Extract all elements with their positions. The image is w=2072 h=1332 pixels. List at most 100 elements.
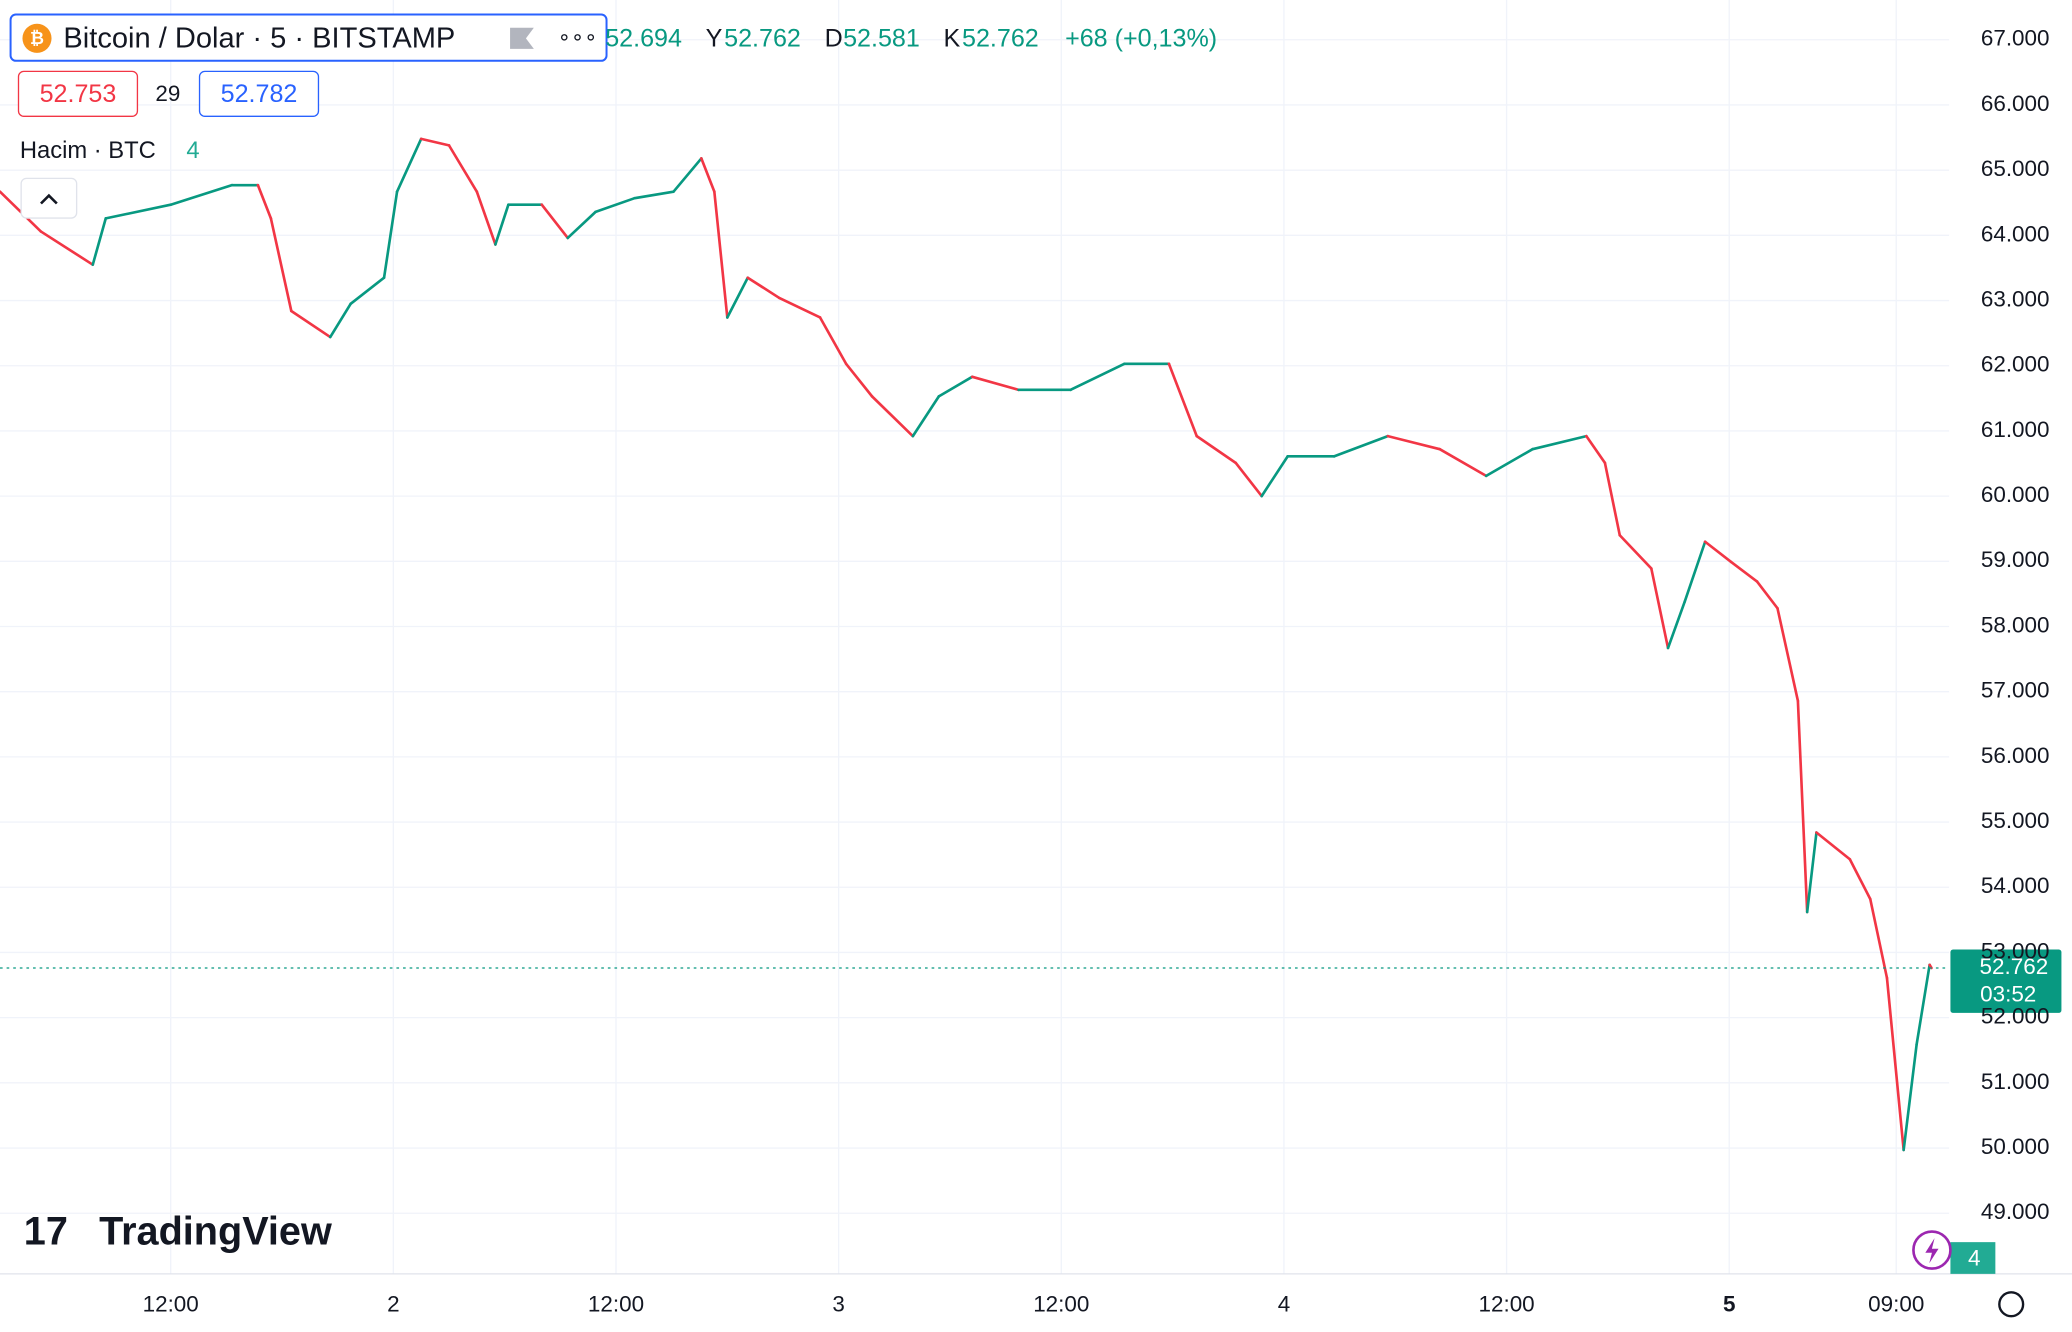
ask-box[interactable] (198, 70, 320, 117)
price-segment (1902, 1043, 1918, 1152)
price-segment (1683, 540, 1707, 604)
tags: 52.762 03:52 (0, 949, 2062, 1013)
y-tick-label: 59.000 (1981, 547, 2050, 572)
price-segment (713, 190, 729, 319)
price-segment (169, 183, 234, 207)
price-segment (1868, 897, 1889, 980)
x-tick-label: 4 (1278, 1292, 1291, 1317)
x-tick-label: 12:00 (143, 1292, 199, 1317)
countdown: 03:52 (1980, 982, 2036, 1007)
price-segment (1815, 831, 1852, 861)
y-tick-label: 58.000 (1981, 612, 2050, 637)
price-segment (0, 190, 43, 233)
price-segment (1438, 447, 1488, 478)
price-segment (937, 375, 974, 398)
price-segment (911, 395, 941, 438)
y-tick-label: 66.000 (1981, 91, 2050, 116)
price-segment (725, 276, 750, 319)
price-segment (1167, 362, 1199, 438)
y-tick-label: 60.000 (1981, 482, 2050, 507)
symbol-title[interactable]: Bitcoin / Dolar · 5 · BITSTAMP (63, 22, 455, 54)
price-segment (269, 217, 293, 313)
y-tick-label: 61.000 (1981, 417, 2050, 442)
price-segment (818, 316, 848, 366)
x-tick-label: 12:00 (1033, 1292, 1089, 1317)
x-tick-label: 3 (832, 1292, 845, 1317)
spread: 29 (155, 81, 180, 106)
last-price-label: 52.762 (1980, 954, 2049, 979)
ohlc-value: 52.762 (724, 24, 801, 52)
y-tick-label: 63.000 (1981, 286, 2050, 311)
price-segment (382, 190, 399, 280)
y-tick-label: 53.000 (1981, 938, 2050, 963)
y-tick-label: 62.000 (1981, 352, 2050, 377)
flag-icon[interactable] (510, 27, 534, 49)
price-segment (1332, 434, 1390, 458)
price-segment (1776, 606, 1800, 703)
price-segment (1234, 461, 1263, 498)
btc-icon-glyph: ₿ (30, 28, 44, 48)
change: +68 (+0,13%) (1065, 24, 1217, 52)
ohlc-label: K (944, 24, 961, 52)
y-tick-label: 54.000 (1981, 873, 2050, 898)
y-tick-label: 51.000 (1981, 1069, 2050, 1094)
settings-button[interactable] (1998, 1291, 2025, 1318)
bid-box[interactable] (17, 70, 139, 117)
collapse-button[interactable] (20, 177, 78, 219)
ohlc-label: Y (706, 24, 723, 52)
volume-tag: 4 (1968, 1245, 1981, 1270)
price-segment (1729, 560, 1759, 583)
price-segment (475, 190, 497, 246)
price-segment (1915, 963, 1931, 1046)
ohlc-label: D (825, 24, 843, 52)
price-segment (1666, 600, 1687, 650)
price-segment (328, 302, 352, 339)
ohlc-open: 52.694 (605, 24, 682, 52)
ask[interactable]: 52.782 (221, 80, 298, 108)
price-segment (289, 309, 332, 339)
more-icon[interactable]: ∘∘∘ (558, 26, 598, 49)
price-segment (777, 296, 822, 319)
grid (0, 0, 1950, 1274)
y-tick-label: 56.000 (1981, 743, 2050, 768)
y-tick-label: 57.000 (1981, 678, 2050, 703)
price-segment (1885, 976, 1905, 1152)
x-tick-label: 12:00 (1478, 1292, 1534, 1317)
symbol-box[interactable] (9, 13, 608, 62)
bid[interactable]: 52.753 (40, 80, 117, 108)
price-segment (1848, 857, 1872, 901)
x-tick-label: 2 (387, 1292, 400, 1317)
y-tick-label: 67.000 (1981, 26, 2050, 51)
price-segment (1585, 434, 1607, 465)
y-tick-label: 64.000 (1981, 221, 2050, 246)
price-segment (256, 183, 273, 220)
price-segment (970, 375, 1020, 392)
plot (0, 137, 1933, 1152)
last-price-box (1950, 949, 2062, 1013)
price-segment (1069, 362, 1126, 392)
ohlc: Y 52.762 D 52.581 K 52.762 (706, 24, 1039, 52)
y-tick-label: 52.000 (1981, 1004, 2050, 1029)
price-segment (349, 276, 386, 306)
price-segment (1805, 831, 1818, 914)
x-tick-label: 09:00 (1868, 1292, 1924, 1317)
y-tick-label: 65.000 (1981, 156, 2050, 181)
price-segment (700, 157, 716, 193)
price-segment (447, 144, 479, 193)
x-tick-label: 12:00 (588, 1292, 644, 1317)
price-segment (104, 203, 173, 220)
price-segment (1796, 699, 1809, 914)
ohlc-value: 52.581 (843, 24, 920, 52)
x-tick-label: 5 (1723, 1292, 1736, 1317)
price-segment (494, 203, 510, 246)
price-segment (1386, 434, 1442, 451)
y-tick-label: 50.000 (1981, 1134, 2050, 1159)
price-segment (1755, 580, 1779, 610)
price-segment (1603, 461, 1622, 537)
collapse-icon (40, 193, 58, 205)
price-segment (540, 203, 570, 240)
watermark: TradingView (99, 1210, 332, 1254)
price-segment (672, 157, 703, 193)
